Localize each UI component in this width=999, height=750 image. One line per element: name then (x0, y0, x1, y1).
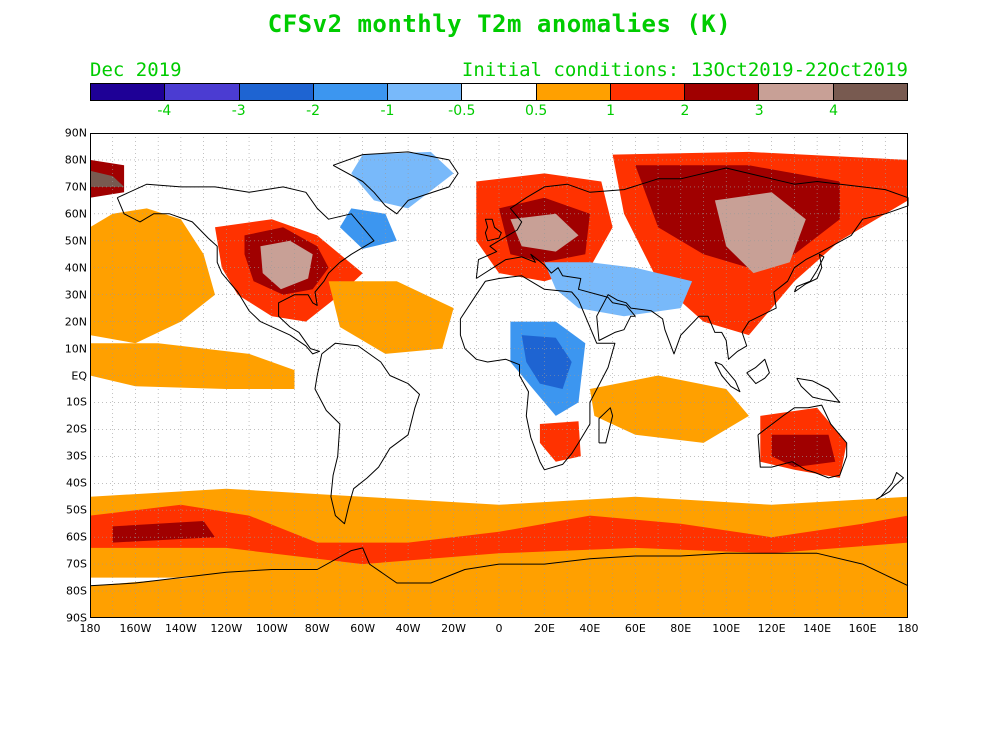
longitude-label: 160W (119, 622, 152, 635)
color-scale-tick-label: 2 (680, 103, 690, 119)
coastline-antarctica (89, 547, 909, 587)
color-scale-tick-label: -4 (157, 103, 172, 119)
coastline-sumatra (714, 361, 741, 393)
longitude-label: 40E (579, 622, 601, 635)
latitude-label: 10N (64, 342, 87, 356)
anomaly-region-indian-ocean-warm (589, 375, 749, 443)
anomaly-region-south-africa-warm (539, 421, 581, 462)
latitude-label: 40N (64, 261, 87, 275)
color-scale-cell (239, 84, 314, 100)
latitude-label: 50S (66, 503, 87, 517)
color-scale-cell (685, 84, 760, 100)
color-scale-tick-label: -1 (380, 103, 395, 119)
color-scale-tick-label: -0.5 (448, 103, 476, 119)
coastline-australia (757, 404, 848, 479)
longitude-label: 140W (164, 622, 197, 635)
anomaly-region-asia-cold-band (544, 262, 693, 317)
latitude-label: 20S (66, 422, 87, 436)
color-scale-cell (313, 84, 389, 100)
coastline-british-isles (484, 218, 502, 242)
anomaly-region-antarctica-warm (90, 556, 908, 618)
color-scale-cell (462, 84, 537, 100)
anomaly-region-east-asia-core (714, 192, 806, 274)
coastline-eurasia (475, 167, 909, 360)
latitude-label: 90N (64, 126, 87, 140)
anomaly-region-australia-hot (771, 434, 836, 468)
latitude-label: 60S (66, 530, 87, 544)
color-scale-tick-label: -3 (231, 103, 246, 119)
anomaly-region-tropical-pacific-warm (90, 343, 295, 389)
longitude-label: 80E (670, 622, 692, 635)
coastline-borneo (746, 358, 770, 385)
anomaly-map (89, 133, 909, 618)
coastline-africa (459, 275, 616, 471)
color-scale-tick-label: 1 (606, 103, 615, 119)
anomaly-region-north-pacific-warm (90, 208, 215, 344)
anomaly-region-labrador-cold (339, 208, 397, 249)
latitude-label: 80S (66, 584, 87, 598)
valid-month-label: Dec 2019 (90, 59, 182, 81)
anomaly-region-europe-core (510, 213, 579, 252)
longitude-label: 100E (712, 622, 741, 635)
color-scale-tick-label: 3 (754, 103, 764, 119)
color-scale-cell (536, 84, 611, 100)
latitude-label: 30N (64, 288, 87, 302)
coastline-north-america (116, 183, 375, 355)
longitude-label: 140E (803, 622, 832, 635)
map-title: CFSv2 monthly T2m anomalies (K) (267, 10, 732, 38)
initial-conditions-label: Initial conditions: 13Oct2019-22Oct2019 (461, 59, 908, 81)
coastlines (89, 151, 909, 587)
longitude-label: 180 (897, 622, 919, 635)
latitude-label: 60N (64, 207, 87, 221)
longitude-label: 120E (757, 622, 786, 635)
color-scale-tick-label: 0.5 (525, 103, 548, 119)
longitude-label: 60W (350, 622, 376, 635)
anomaly-region-greenland-cold (351, 151, 454, 209)
latitude-label: 50N (64, 234, 87, 248)
latitude-label: 70N (64, 180, 87, 194)
color-scale-bar (90, 83, 908, 101)
latitude-label: 10S (66, 395, 87, 409)
latitude-label: 80N (64, 153, 87, 167)
color-scale-tick-label: 4 (829, 103, 839, 119)
latitude-label: 40S (66, 476, 87, 490)
color-scale-cell (610, 84, 686, 100)
color-scale-cell (833, 84, 907, 100)
coastline-new-guinea (796, 377, 841, 403)
latitude-label: EQ (71, 369, 87, 382)
color-scale-cell (759, 84, 834, 100)
coastline-greenland (332, 151, 459, 215)
color-scale-cell (165, 84, 240, 100)
color-scale-cell (91, 84, 166, 100)
longitude-label: 0 (495, 622, 503, 635)
color-scale-tick-label: -2 (306, 103, 321, 119)
longitude-label: 40W (395, 622, 421, 635)
latitude-label: 20N (64, 315, 87, 329)
anomaly-map-canvas (89, 133, 909, 618)
anomaly-region-arctic-extreme (90, 170, 125, 187)
anomaly-region-north-atlantic-warm (328, 281, 454, 354)
longitude-label: 20W (441, 622, 466, 635)
coastline-new-zealand (875, 472, 904, 500)
anomaly-region-usa-core (260, 240, 313, 290)
latitude-label: 70S (66, 557, 87, 571)
anomaly-regions (90, 151, 908, 618)
longitude-label: 60E (624, 622, 646, 635)
coastline-south-america (314, 342, 420, 525)
longitude-label: 20E (533, 622, 555, 635)
latitude-label: 30S (66, 449, 87, 463)
longitude-label: 160E (848, 622, 877, 635)
map-frame (90, 133, 908, 618)
coastline-madagascar (598, 407, 614, 444)
longitude-label: 180 (79, 622, 101, 635)
longitude-label: 120W (210, 622, 243, 635)
latitude-label: 90S (66, 611, 87, 625)
coastline-japan (793, 253, 825, 293)
color-scale-cell (388, 84, 463, 100)
longitude-label: 80W (304, 622, 330, 635)
longitude-label: 100W (255, 622, 288, 635)
